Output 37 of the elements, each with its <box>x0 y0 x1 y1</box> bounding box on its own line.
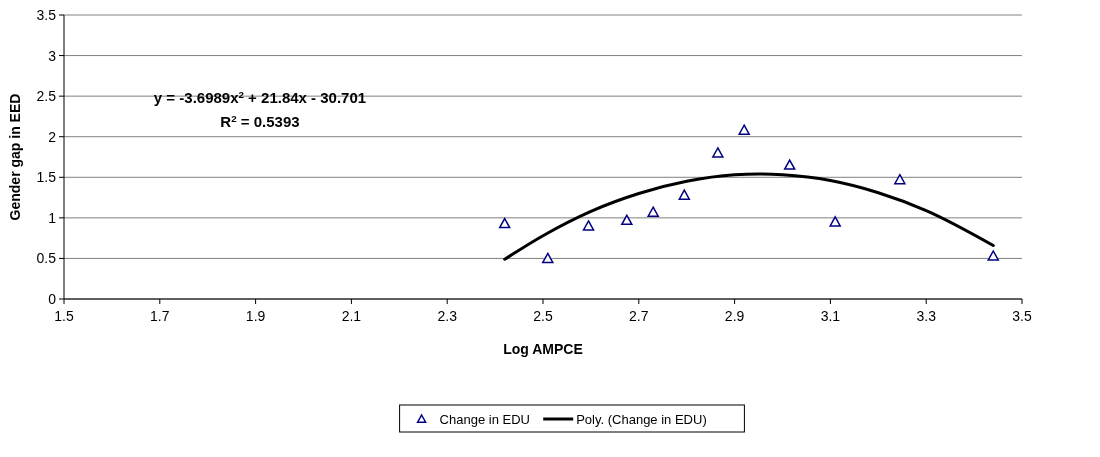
legend-label: Poly. (Change in EDU) <box>576 412 707 427</box>
point <box>582 220 595 231</box>
y-tick-label: 0 <box>48 291 57 307</box>
x-tick-label: 3.3 <box>916 308 937 324</box>
x-tick-label: 3.5 <box>1012 308 1032 324</box>
y-tick-label: 2 <box>48 128 57 145</box>
point <box>783 159 796 170</box>
x-tick-label: 2.1 <box>341 308 362 324</box>
point <box>894 173 906 185</box>
x-tick-label: 2.3 <box>437 308 458 324</box>
annotation: R$^{2}$ = 0.5393 <box>220 112 300 130</box>
point <box>647 206 659 217</box>
point <box>712 147 724 158</box>
point <box>542 252 554 264</box>
point <box>498 217 511 229</box>
x-axis-title: Log AMPCE <box>503 341 583 357</box>
x-tick-label: 2.7 <box>629 308 649 324</box>
point <box>678 189 691 200</box>
point <box>738 124 750 135</box>
y-tick-label: 2.5 <box>36 88 57 105</box>
y-tick-label: 0.5 <box>36 250 57 267</box>
legend-label: Change in EDU <box>439 412 530 427</box>
line-series <box>503 172 995 261</box>
x-tick-label: 2.9 <box>724 308 745 324</box>
x-tick-label: 1.7 <box>150 308 170 324</box>
point <box>987 250 1000 261</box>
y-tick-label: 1.5 <box>36 169 57 186</box>
x-tick-label: 1.9 <box>245 308 266 324</box>
y-tick-label: 1 <box>48 209 57 226</box>
x-tick-label: 2.5 <box>533 308 553 324</box>
x-tick-label: 3.1 <box>820 308 841 324</box>
y-tick-label: 3 <box>48 47 57 64</box>
point <box>621 214 633 226</box>
annotation: y = -3.6989x$^{2}$ + 21.84x - 30.701 <box>153 88 367 106</box>
y-tick-label: 3.5 <box>36 7 57 23</box>
point <box>829 216 841 227</box>
y-axis-title: Gender gap in EED <box>7 93 23 221</box>
